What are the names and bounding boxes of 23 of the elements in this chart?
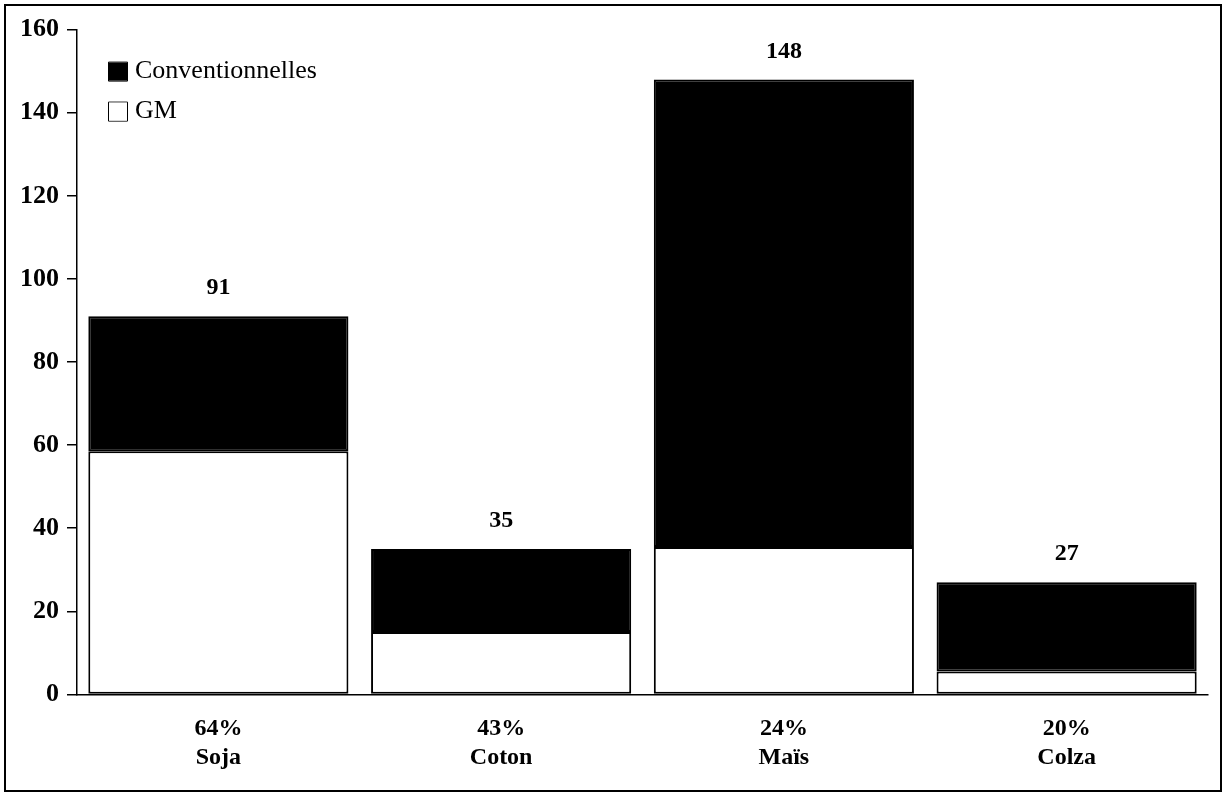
- legend-label: GM: [135, 95, 177, 125]
- text: 20%: [1042, 714, 1091, 740]
- text: 43%: [477, 714, 526, 740]
- legend-label: Conventionnelles: [135, 55, 317, 85]
- total-label: 148: [765, 36, 802, 63]
- x-tick-label: Soja: [195, 742, 242, 769]
- x-tick-label: Colza: [1037, 742, 1096, 769]
- x-tick-label: Maïs: [758, 742, 810, 769]
- y-tick-label: 40: [33, 511, 59, 541]
- total-label: 91: [206, 273, 231, 300]
- y-tick-label: 120: [20, 179, 59, 209]
- text: 24%: [759, 714, 808, 740]
- total-label: 27: [1054, 539, 1079, 566]
- y-tick-label: 80: [33, 345, 59, 375]
- y-tick-label: 0: [46, 678, 59, 708]
- text: 64%: [194, 714, 243, 740]
- y-tick-label: 100: [20, 262, 59, 292]
- y-tick-label: 160: [20, 13, 59, 43]
- y-tick-label: 140: [20, 96, 59, 126]
- total-label: 35: [489, 506, 514, 533]
- y-tick-label: 60: [33, 428, 59, 458]
- x-tick-label: Coton: [469, 742, 533, 769]
- y-tick-label: 20: [33, 595, 59, 625]
